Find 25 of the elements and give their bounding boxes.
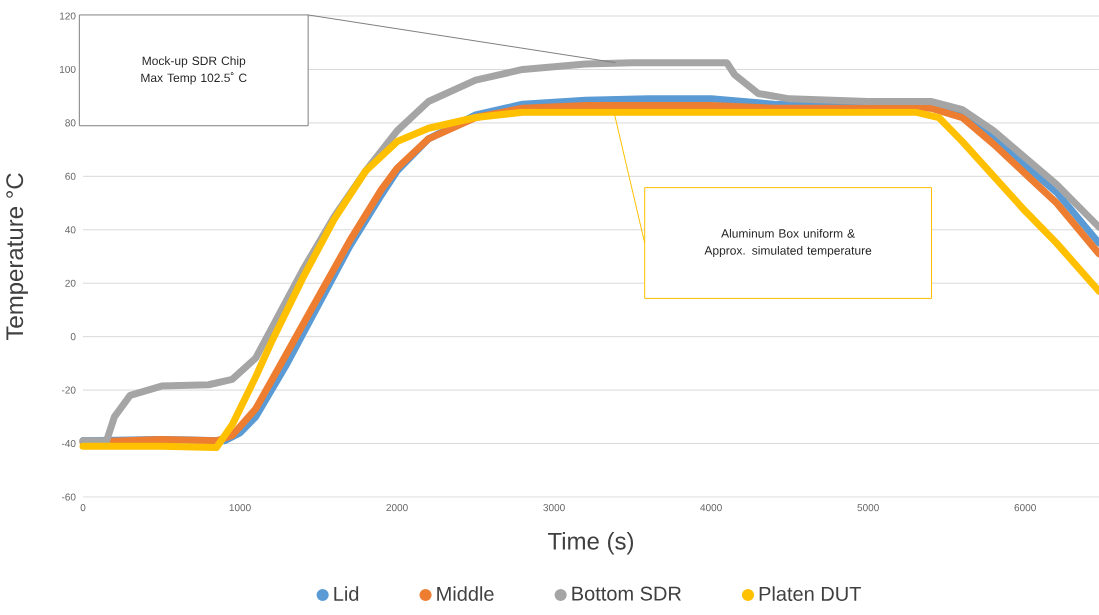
x-axis-title: Time (s): [547, 532, 634, 555]
legend-label: Lid: [334, 586, 359, 601]
x-tick-label: 5000: [857, 504, 879, 512]
legend-label: Bottom SDR: [572, 586, 681, 601]
y-tick-label: 40: [65, 226, 76, 234]
x-tick-label: 2000: [386, 504, 408, 512]
x-tick-label: 3000: [543, 504, 565, 512]
x-tick-label: 1000: [229, 504, 251, 512]
y-tick-label: -60: [61, 493, 76, 501]
y-tick-label: 0: [70, 333, 76, 341]
legend-label: Platen DUT: [759, 586, 861, 601]
y-tick-label: 100: [60, 65, 76, 73]
legend-label: Middle: [437, 586, 494, 601]
x-tick-label: 4000: [700, 504, 722, 512]
y-tick-label: -40: [61, 439, 76, 448]
y-tick-label: -20: [61, 386, 76, 394]
annotation: Mock-up SDR Chip Max Temp 102.5˚ C: [141, 56, 247, 85]
y-axis-title: Temperature °C: [6, 173, 28, 341]
x-tick-label: 0: [80, 504, 86, 512]
y-tick-label: 80: [65, 119, 76, 127]
y-tick-label: 20: [65, 279, 76, 287]
annotation: Aluminum Box uniform & Approx. simulated temperature: [704, 228, 872, 258]
y-tick-label: 120: [60, 12, 76, 20]
y-tick-label: 60: [65, 172, 76, 180]
x-tick-label: 6000: [1014, 504, 1036, 512]
